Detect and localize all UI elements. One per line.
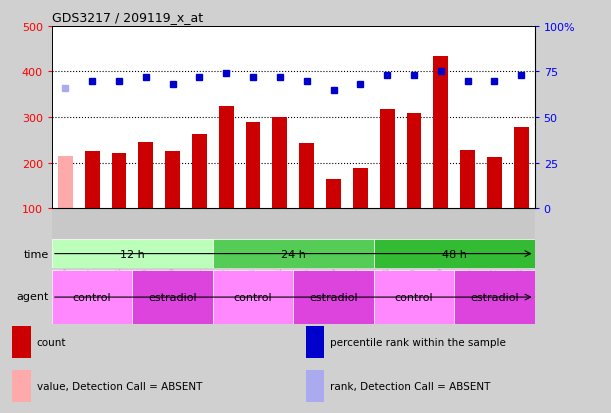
Bar bbox=[52, 271, 133, 324]
Bar bbox=[58, 156, 73, 209]
Bar bbox=[165, 152, 180, 209]
Bar bbox=[306, 370, 324, 402]
Text: estradiol: estradiol bbox=[148, 292, 197, 302]
Text: 24 h: 24 h bbox=[281, 249, 306, 259]
Bar bbox=[374, 271, 454, 324]
Bar bbox=[52, 240, 213, 268]
Bar bbox=[85, 152, 100, 209]
Bar bbox=[133, 271, 213, 324]
Bar bbox=[326, 180, 341, 209]
Text: value, Detection Call = ABSENT: value, Detection Call = ABSENT bbox=[37, 381, 202, 391]
Text: estradiol: estradiol bbox=[470, 292, 519, 302]
Bar bbox=[12, 370, 31, 402]
Bar bbox=[380, 109, 395, 209]
Bar bbox=[246, 122, 260, 209]
Bar bbox=[299, 144, 314, 209]
Text: time: time bbox=[24, 249, 49, 259]
Bar bbox=[454, 271, 535, 324]
Text: control: control bbox=[234, 292, 273, 302]
Bar bbox=[213, 240, 374, 268]
Text: GDS3217 / 209119_x_at: GDS3217 / 209119_x_at bbox=[52, 11, 203, 24]
Bar bbox=[192, 135, 207, 209]
Bar bbox=[112, 153, 126, 209]
Text: percentile rank within the sample: percentile rank within the sample bbox=[330, 337, 506, 347]
Bar bbox=[353, 169, 368, 209]
Bar bbox=[213, 271, 293, 324]
Text: 48 h: 48 h bbox=[442, 249, 467, 259]
Bar bbox=[433, 56, 448, 209]
Bar bbox=[139, 142, 153, 209]
Bar bbox=[460, 150, 475, 209]
Text: count: count bbox=[37, 337, 66, 347]
Text: control: control bbox=[73, 292, 111, 302]
Text: estradiol: estradiol bbox=[309, 292, 358, 302]
Text: agent: agent bbox=[16, 291, 49, 301]
Text: control: control bbox=[395, 292, 433, 302]
Bar bbox=[487, 158, 502, 209]
Bar bbox=[293, 271, 374, 324]
Bar bbox=[374, 240, 535, 268]
Bar bbox=[273, 118, 287, 209]
Bar bbox=[306, 326, 324, 358]
Bar bbox=[219, 106, 233, 209]
Text: rank, Detection Call = ABSENT: rank, Detection Call = ABSENT bbox=[330, 381, 490, 391]
Bar bbox=[406, 114, 422, 209]
Bar bbox=[514, 128, 529, 209]
Bar bbox=[12, 326, 31, 358]
Text: 12 h: 12 h bbox=[120, 249, 145, 259]
